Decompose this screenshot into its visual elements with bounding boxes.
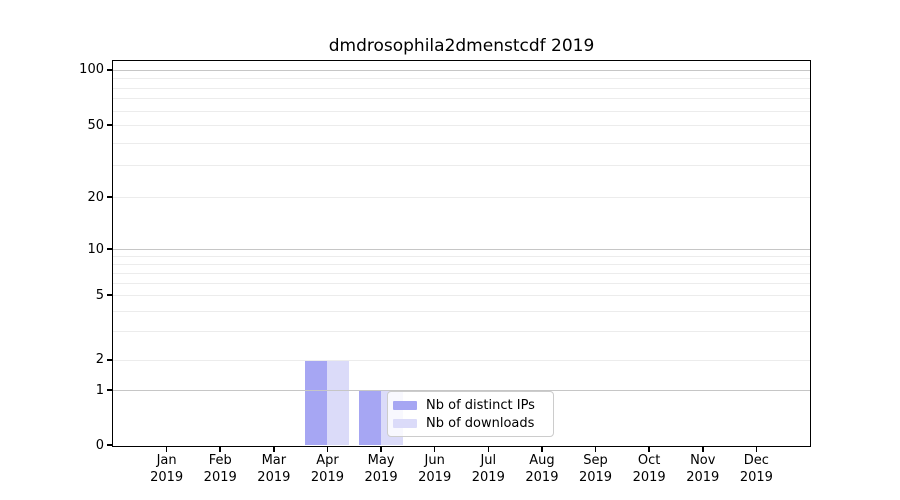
y-gridline	[113, 255, 810, 257]
y-tick-label: 2	[95, 352, 104, 368]
y-tick-mark	[107, 294, 112, 296]
bar-downloads	[327, 359, 350, 445]
legend-label: Nb of distinct IPs	[426, 397, 535, 413]
x-tick-mark	[541, 446, 543, 452]
x-tick-label: Apr 2019	[310, 453, 344, 485]
y-tick-label: 50	[87, 117, 104, 133]
y-tick-label: 5	[95, 287, 104, 303]
y-tick-mark	[107, 248, 112, 250]
y-tick-mark	[107, 359, 112, 361]
y-tick-mark	[107, 124, 112, 126]
grid-layer	[113, 61, 810, 446]
x-tick-label: Jan 2019	[150, 453, 184, 485]
legend-item-distinct-ips: Nb of distinct IPs	[393, 397, 545, 413]
y-gridline	[113, 142, 810, 144]
x-tick-mark	[326, 446, 329, 452]
y-gridline	[113, 87, 810, 89]
plot-area	[112, 60, 811, 447]
y-tick-mark	[107, 389, 112, 391]
y-gridline	[113, 390, 810, 391]
legend: Nb of distinct IPs Nb of downloads	[387, 391, 554, 437]
legend-label: Nb of downloads	[426, 415, 535, 431]
y-tick-label: 10	[87, 241, 104, 257]
chart-title: dmdrosophila2dmenstcdf 2019	[328, 36, 595, 56]
y-tick-label: 1	[95, 382, 104, 398]
y-gridline	[113, 165, 810, 167]
y-tick-mark	[107, 69, 112, 71]
y-tick-mark	[107, 444, 112, 446]
x-tick-label: Jul 2019	[471, 453, 505, 485]
bar-distinct-ips	[305, 359, 328, 445]
y-gridline	[113, 110, 810, 112]
x-tick-mark	[755, 446, 758, 452]
y-gridline	[113, 263, 810, 265]
distinct-ips-swatch-icon	[393, 400, 417, 410]
x-tick-mark	[380, 446, 382, 452]
y-gridline	[113, 249, 810, 250]
x-tick-label: Dec 2019	[739, 453, 773, 485]
y-tick-label: 20	[87, 189, 104, 205]
x-tick-mark	[165, 446, 168, 452]
x-tick-mark	[648, 446, 650, 452]
y-gridline	[113, 310, 810, 312]
x-tick-label: Feb 2019	[203, 453, 237, 485]
x-tick-mark	[702, 446, 704, 452]
x-tick-mark	[594, 446, 597, 452]
x-tick-mark	[219, 446, 221, 452]
y-tick-label: 100	[79, 62, 104, 78]
y-gridline	[113, 359, 810, 361]
legend-item-downloads: Nb of downloads	[393, 415, 545, 431]
x-tick-label: Oct 2019	[632, 453, 666, 485]
y-tick-mark	[107, 196, 112, 198]
x-tick-label: Aug 2019	[525, 453, 559, 485]
y-gridline	[113, 272, 810, 274]
y-gridline	[113, 331, 810, 333]
x-tick-label: May 2019	[364, 453, 398, 485]
x-tick-mark	[487, 446, 490, 452]
y-gridline	[113, 125, 810, 126]
x-tick-label: Mar 2019	[257, 453, 291, 485]
y-gridline	[113, 69, 810, 71]
x-tick-label: Jun 2019	[418, 453, 452, 485]
x-tick-mark	[433, 446, 436, 452]
y-gridline	[113, 197, 810, 198]
x-tick-label: Nov 2019	[686, 453, 720, 485]
x-tick-mark	[273, 446, 275, 452]
y-tick-label: 0	[95, 437, 104, 453]
y-gridline	[113, 295, 810, 296]
y-gridline	[113, 98, 810, 100]
y-gridline	[113, 282, 810, 284]
y-gridline	[113, 78, 810, 80]
bar-distinct-ips	[359, 390, 382, 445]
downloads-swatch-icon	[393, 418, 417, 428]
x-tick-label: Sep 2019	[578, 453, 613, 485]
